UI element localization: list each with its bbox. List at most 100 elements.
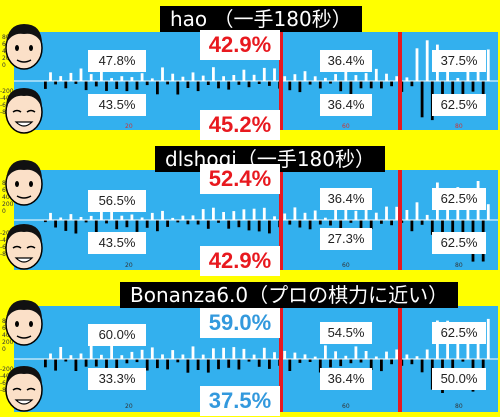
eval-bar xyxy=(425,40,429,81)
phase-divider xyxy=(398,306,402,412)
eval-bar xyxy=(156,81,159,95)
eval-bar xyxy=(125,81,129,92)
eval-bar xyxy=(115,359,119,370)
eval-bar xyxy=(232,75,236,81)
eval-bar xyxy=(349,359,353,364)
pct-bottom-2: 36.4% xyxy=(320,368,372,390)
eval-bar xyxy=(247,359,251,362)
eval-bar xyxy=(410,359,414,365)
eval-bar xyxy=(390,359,393,365)
eval-bar xyxy=(334,351,337,359)
eval-bar xyxy=(395,206,399,220)
pct-bottom-2: 36.4% xyxy=(320,94,372,116)
eval-bar xyxy=(110,78,113,81)
pct-bottom-2: 27.3% xyxy=(320,228,372,250)
eval-bar xyxy=(212,207,215,220)
eval-bar xyxy=(374,212,378,220)
eval-bar xyxy=(385,351,388,359)
eval-bar xyxy=(166,220,169,227)
x-tick-20: 20 xyxy=(125,262,133,269)
eval-bar xyxy=(451,81,455,106)
eval-bar xyxy=(374,68,378,81)
eval-bar xyxy=(89,345,93,359)
eval-bar xyxy=(288,359,292,371)
eval-bar xyxy=(293,352,297,359)
panel-bonanza: Bonanza6.0（プロの棋力に近い） 60.0% 54.5% 62.5% 3… xyxy=(0,278,500,417)
eval-bar xyxy=(74,359,78,371)
eval-bar xyxy=(430,220,434,235)
eval-bar xyxy=(283,213,287,220)
eval-bar xyxy=(59,347,63,359)
eval-bar xyxy=(84,220,88,223)
eval-bar xyxy=(232,211,236,220)
eval-bar xyxy=(298,220,302,228)
eval-bar xyxy=(176,220,180,223)
eval-bar xyxy=(222,347,225,359)
eval-bar xyxy=(120,76,124,81)
eval-bar xyxy=(486,204,490,220)
eval-bar xyxy=(486,49,490,81)
pct-top-3: 62.5% xyxy=(432,188,486,210)
eval-bar xyxy=(94,220,98,233)
eval-bar xyxy=(374,356,378,359)
eval-bar xyxy=(49,353,52,359)
eval-bar xyxy=(191,346,195,359)
eval-bar xyxy=(166,81,169,85)
eval-bar xyxy=(105,359,108,368)
eval-bar xyxy=(135,359,139,363)
eval-bar xyxy=(140,217,144,220)
eval-bar xyxy=(44,81,47,89)
eval-bar xyxy=(201,75,205,81)
eval-bar xyxy=(196,359,200,370)
eval-bar xyxy=(150,212,154,220)
overall-top: 52.4% xyxy=(200,164,280,194)
eval-bar xyxy=(247,220,251,231)
eval-bar xyxy=(257,81,261,84)
eval-bar xyxy=(481,359,485,373)
pct-bottom-1: 33.3% xyxy=(88,368,146,390)
phase-divider xyxy=(279,170,283,270)
eval-bar xyxy=(44,220,47,223)
eval-bar xyxy=(293,207,297,220)
phase-divider xyxy=(279,306,283,412)
eval-bar xyxy=(339,81,343,92)
eval-bar xyxy=(59,76,63,81)
eval-bar xyxy=(369,81,373,89)
eval-bar xyxy=(44,359,47,368)
eval-bar xyxy=(354,346,358,359)
eval-bar xyxy=(354,210,358,220)
eval-bar xyxy=(329,81,332,84)
eval-bar xyxy=(364,73,368,81)
eval-bar xyxy=(446,207,449,220)
eval-bar xyxy=(262,67,266,81)
eval-bar xyxy=(217,359,220,370)
eval-bar xyxy=(69,72,73,81)
eval-bar xyxy=(140,73,144,81)
eval-bar xyxy=(64,359,68,362)
eval-bar xyxy=(425,214,429,220)
eval-bar xyxy=(49,72,52,81)
eval-bar xyxy=(308,359,312,362)
x-tick-60: 60 xyxy=(342,123,350,130)
eval-bar xyxy=(156,220,159,232)
x-tick-60: 60 xyxy=(342,403,350,410)
eval-bar xyxy=(145,359,149,371)
eval-bar xyxy=(242,348,246,359)
eval-bar xyxy=(227,359,231,368)
eval-bar xyxy=(120,355,124,359)
eval-bar xyxy=(69,355,73,359)
eval-bar xyxy=(201,354,205,359)
eval-bar xyxy=(156,359,159,369)
eval-bar xyxy=(344,355,348,359)
player-face-top xyxy=(5,300,43,346)
eval-bar xyxy=(206,220,210,229)
eval-bar xyxy=(476,63,480,81)
eval-bar xyxy=(349,81,353,95)
pct-top-3: 37.5% xyxy=(432,50,486,72)
eval-bar xyxy=(64,81,68,89)
eval-bar xyxy=(359,220,363,232)
eval-bar xyxy=(166,359,169,370)
overall-bottom: 42.9% xyxy=(200,246,280,276)
eval-bar xyxy=(385,206,388,220)
eval-bar xyxy=(171,217,175,220)
